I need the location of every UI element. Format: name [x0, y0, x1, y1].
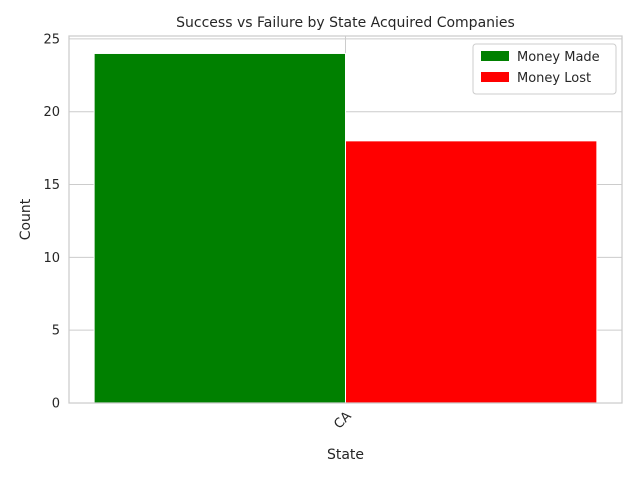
- legend-items: Money Made Money Lost: [481, 50, 600, 86]
- legend: Money Made Money Lost: [472, 43, 617, 95]
- y-ticks: 0 5 10 15 20 25: [43, 32, 60, 411]
- legend-label: Money Lost: [517, 71, 591, 86]
- legend-swatch: [481, 51, 509, 61]
- y-tick-label: 25: [43, 32, 60, 47]
- y-tick-label: 10: [43, 251, 60, 266]
- y-tick-label: 5: [52, 324, 60, 339]
- legend-label: Money Made: [517, 50, 600, 65]
- plot-frame: [68, 35, 623, 404]
- bar: [93, 52, 346, 404]
- x-axis-label: State: [327, 447, 364, 463]
- y-tick-label: 0: [52, 397, 60, 412]
- chart-title: Success vs Failure by State Acquired Com…: [176, 15, 515, 31]
- y-axis-label: Count: [18, 198, 34, 240]
- y-tick-label: 20: [43, 105, 60, 120]
- bars: [93, 52, 598, 404]
- y-tick-label: 15: [43, 178, 60, 193]
- bar: [345, 140, 598, 404]
- legend-swatch: [481, 72, 509, 82]
